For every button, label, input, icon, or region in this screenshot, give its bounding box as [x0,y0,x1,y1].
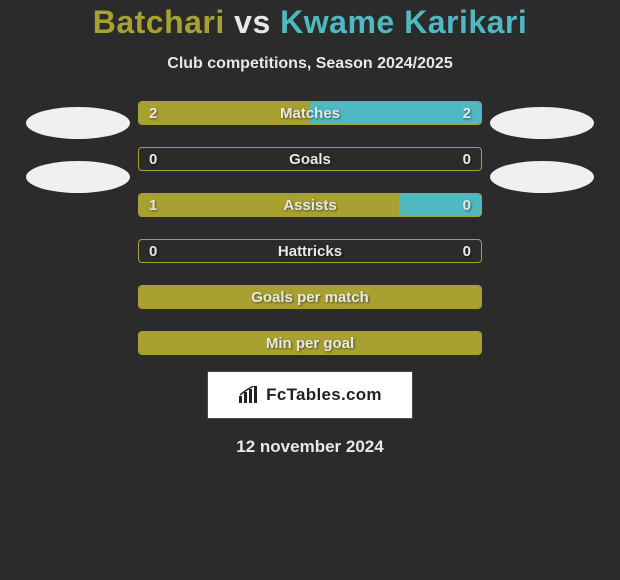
logo-text: FcTables.com [266,385,382,405]
subtitle: Club competitions, Season 2024/2025 [167,55,452,73]
page-title: Batchari vs Kwame Karikari [93,4,528,41]
bar-row: Hattricks0 0 [138,239,482,263]
logo-box: FcTables.com [207,371,413,419]
player1-name: Batchari [93,4,225,40]
bar-value-left: 0 [139,148,167,170]
avatar [490,161,594,193]
avatars-right [482,101,602,215]
bar-row: Min per goal [138,331,482,355]
bar-row: Goals0 0 [138,147,482,171]
date: 12 november 2024 [236,437,383,457]
bar-value-right: 0 [453,148,481,170]
bar-row: Assists10 [138,193,482,217]
bar-fill-player1 [139,102,310,124]
comparison-infographic: Batchari vs Kwame Karikari Club competit… [0,0,620,580]
bar-fill-player1 [139,194,399,216]
bar-row: Matches22 [138,101,482,125]
vs-text: vs [234,4,271,40]
avatar [490,107,594,139]
bar-value-right: 0 [453,240,481,262]
comparison-bars: Matches22Goals00Assists10Hattricks00Goal… [138,101,482,355]
bar-label: Hattricks [139,240,481,262]
bar-label: Goals [139,148,481,170]
bar-value-left: 0 [139,240,167,262]
bar-fill-player1 [139,286,481,308]
bar-row: Goals per match [138,285,482,309]
bar-fill-player1 [139,332,481,354]
avatars-left [18,101,138,215]
bar-fill-player2 [399,194,481,216]
avatar [26,161,130,193]
avatar [26,107,130,139]
player2-name: Kwame Karikari [280,4,527,40]
bar-fill-player2 [310,102,481,124]
chart-icon [238,386,260,404]
chart-area: Matches22Goals00Assists10Hattricks00Goal… [0,101,620,355]
